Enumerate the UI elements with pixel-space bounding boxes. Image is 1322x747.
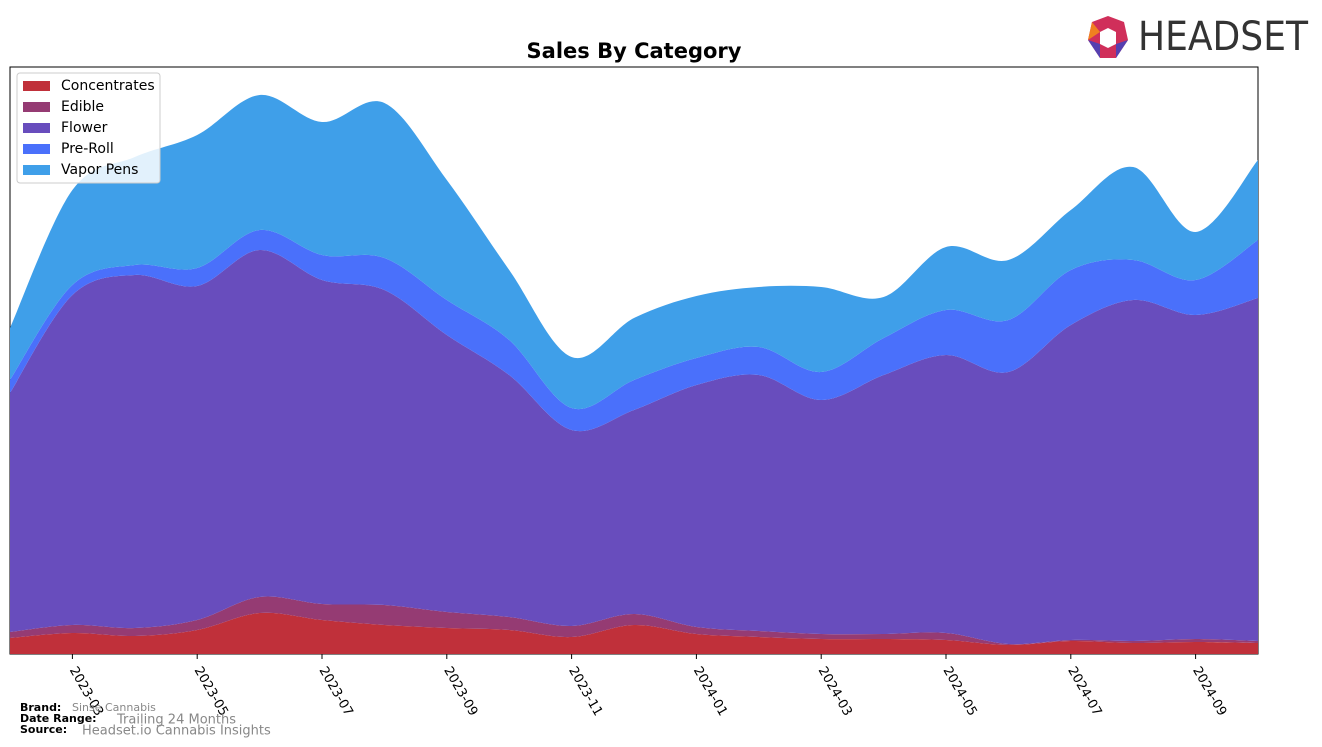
logo: HEADSET — [1088, 14, 1308, 60]
legend-swatch — [23, 144, 50, 154]
x-tick-label: 2023-11 — [565, 664, 605, 719]
legend-box — [16, 72, 161, 184]
x-tick-label: 2024-07 — [1064, 664, 1104, 719]
area — [10, 612, 1258, 654]
area — [10, 229, 1258, 432]
legend-label: Concentrates — [61, 78, 155, 94]
legend-label: Flower — [61, 120, 108, 136]
footer-value: Headset.io Cannabis Insights — [82, 724, 271, 739]
footer-label: Brand: — [20, 701, 61, 714]
x-tick-label: 2024-01 — [690, 664, 730, 719]
x-tick-label: 2023-09 — [440, 664, 480, 719]
area — [10, 249, 1258, 645]
legend-label: Vapor Pens — [61, 162, 138, 178]
footer-value: Sinse Cannabis — [72, 701, 156, 714]
chart-title: Sales By Category — [527, 39, 742, 63]
logo-icon-part — [1116, 40, 1128, 58]
x-tick-label: 2024-05 — [940, 664, 980, 719]
logo-text: HEADSET — [1138, 14, 1308, 60]
x-tick-label: 2024-09 — [1189, 664, 1229, 719]
legend-swatch — [23, 165, 50, 175]
footer-value: Trailing 24 Months — [116, 713, 236, 728]
x-tick-label: 2024-03 — [815, 664, 855, 719]
legend-swatch — [23, 102, 50, 112]
area — [10, 94, 1258, 410]
legend-swatch — [23, 81, 50, 91]
footer-label: Date Range: — [20, 712, 97, 725]
legend-swatch — [23, 123, 50, 133]
area — [10, 596, 1258, 646]
logo-icon-part — [1088, 22, 1100, 40]
x-tick-label: 2023-07 — [316, 664, 356, 719]
x-tick-label: 2023-05 — [191, 664, 231, 719]
footer-label: Source: — [20, 723, 67, 736]
logo-icon-hole — [1100, 28, 1116, 48]
legend-label: Pre-Roll — [61, 141, 114, 157]
legend-label: Edible — [61, 99, 104, 115]
logo-icon-part — [1088, 40, 1100, 58]
